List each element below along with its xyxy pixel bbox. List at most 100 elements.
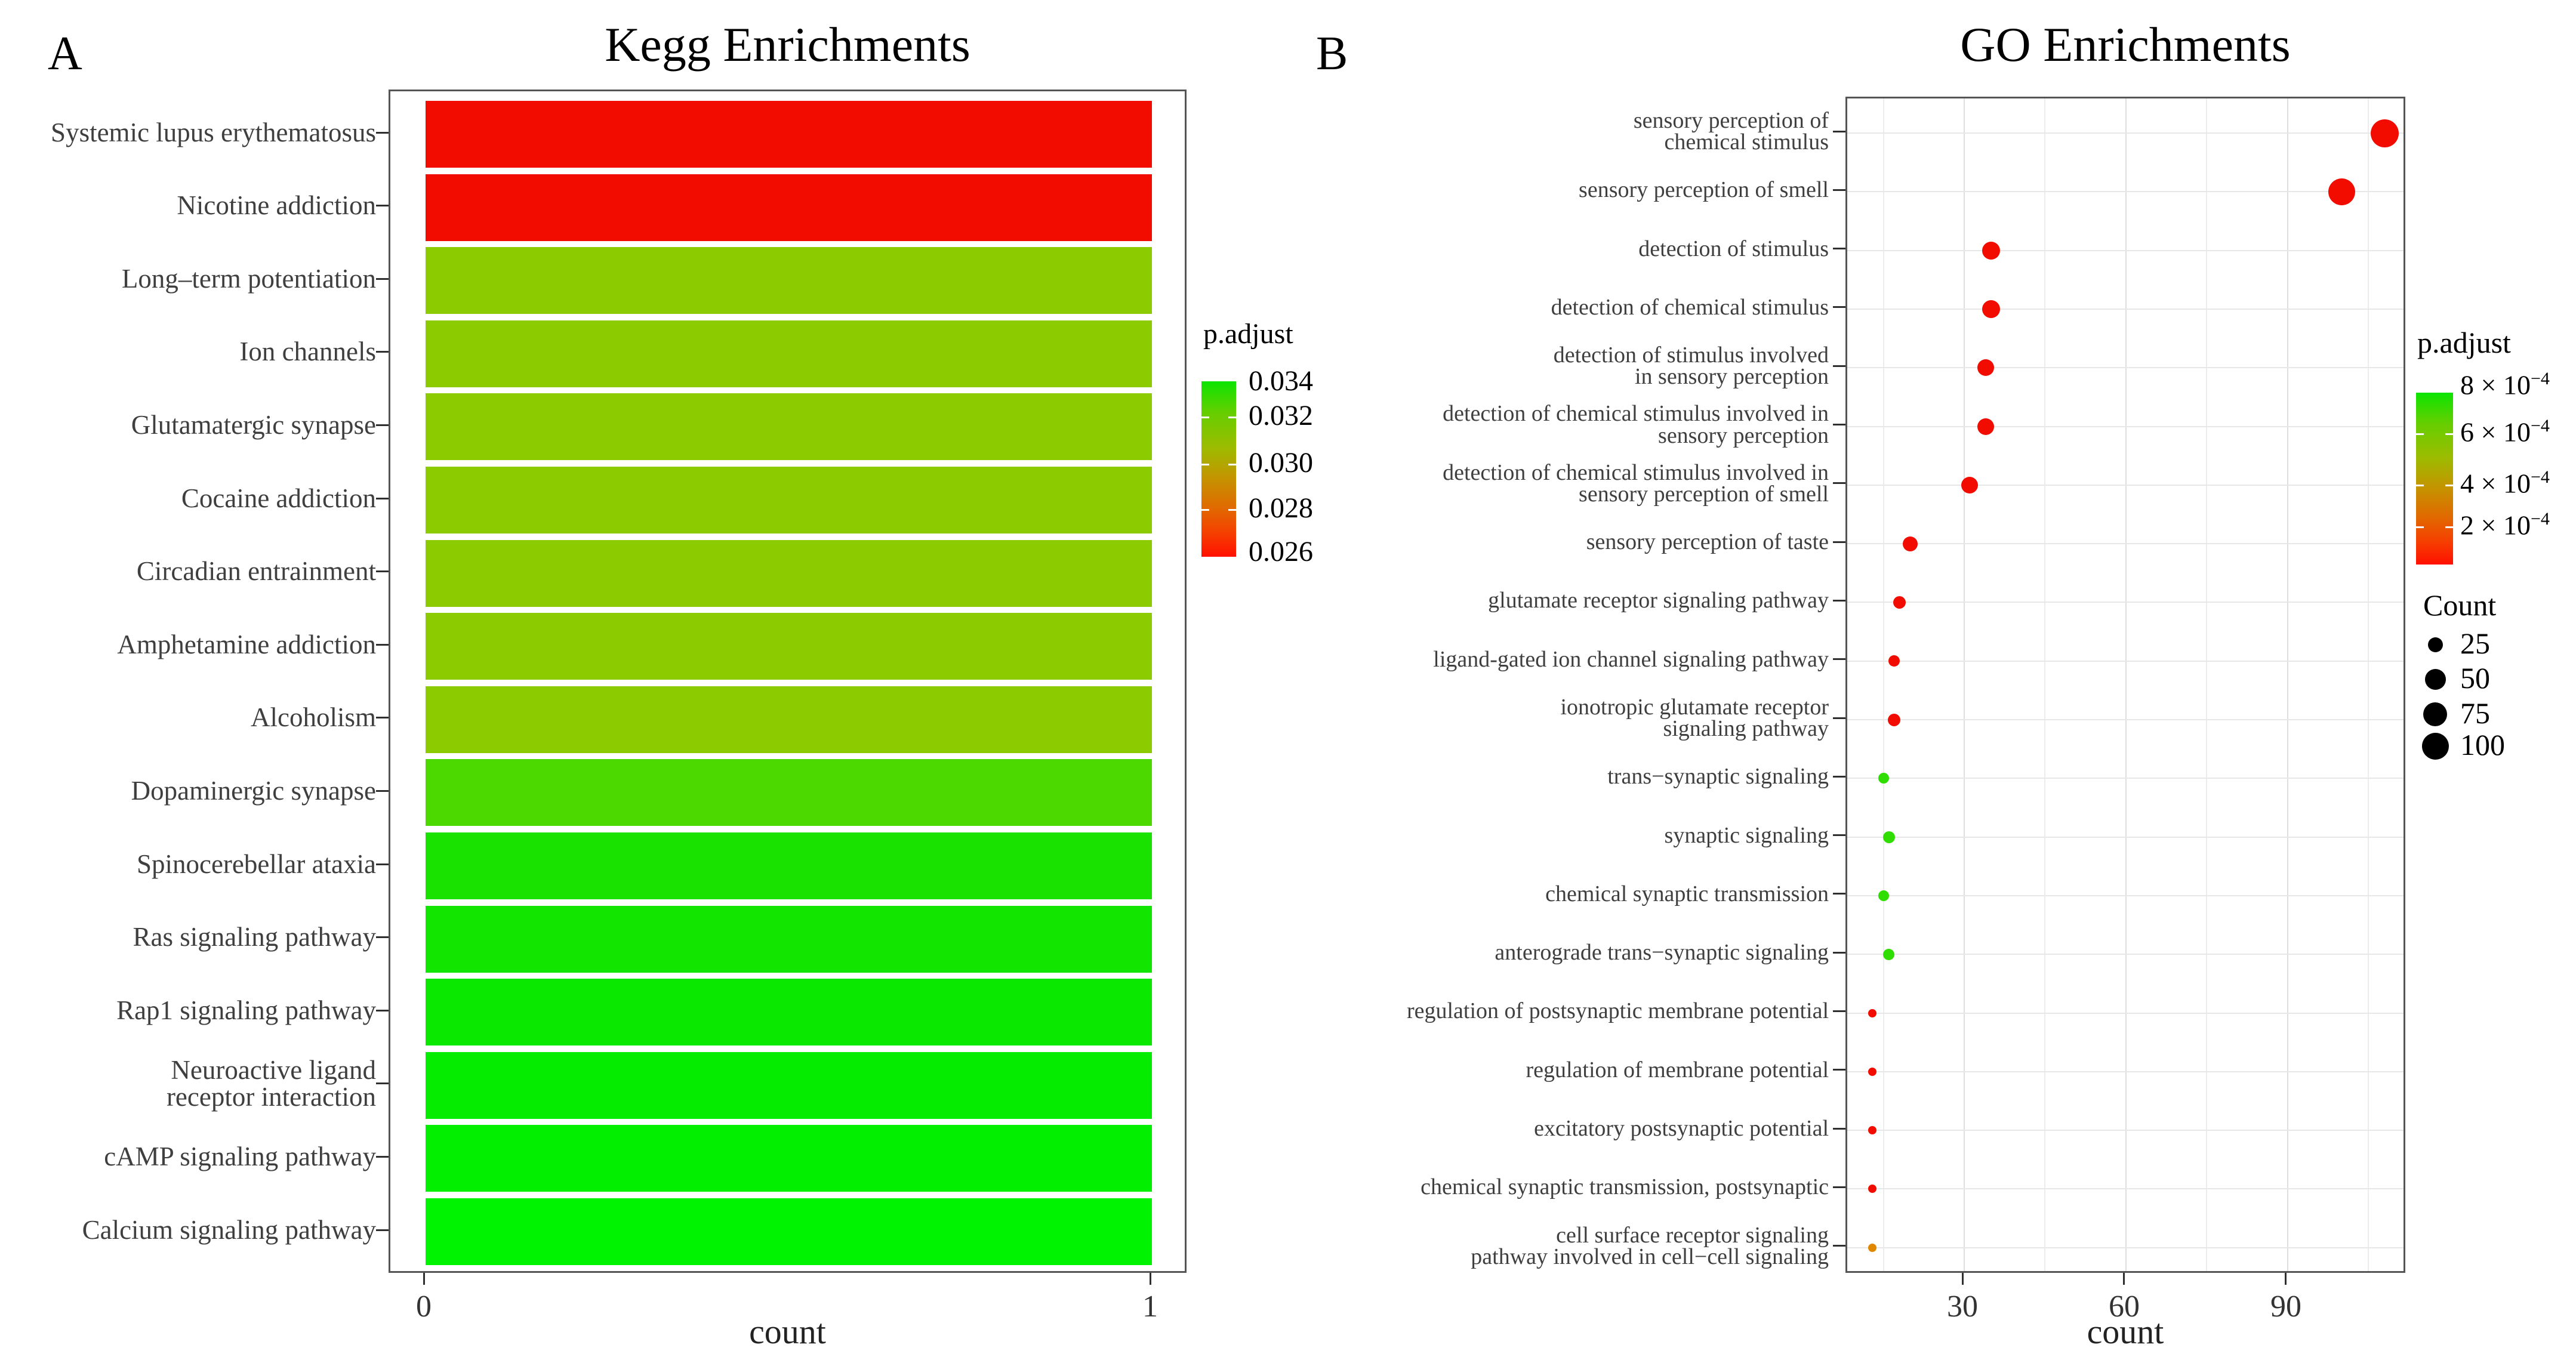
gridline-horizontal <box>1847 1012 2404 1014</box>
legend-tick-label: 0.028 <box>1249 492 1313 524</box>
gridline-vertical-minor <box>2044 98 2046 1271</box>
y-axis-tick <box>376 936 389 939</box>
y-axis-label: regulation of postsynaptic membrane pote… <box>1406 998 1829 1024</box>
x-axis-tick <box>1961 1273 1964 1285</box>
x-axis-tick-label: 30 <box>1947 1290 1978 1324</box>
legend-tick <box>2416 433 2424 435</box>
y-axis-label: sensory perception of taste <box>1586 529 1829 555</box>
legend-count-dot <box>2424 668 2446 690</box>
x-axis-tick <box>2123 1273 2125 1285</box>
y-axis-tick <box>1833 1010 1845 1012</box>
y-axis-label: detection of chemical stimulus involved … <box>1443 459 1829 507</box>
gridline-horizontal <box>1847 778 2404 779</box>
y-axis-tick <box>376 424 389 426</box>
x-axis-tick <box>1149 1273 1151 1285</box>
legend-count-dot <box>2427 637 2443 652</box>
y-axis-tick <box>376 1155 389 1158</box>
gridline-horizontal <box>1847 308 2404 310</box>
y-axis-label: regulation of membrane potential <box>1526 1057 1829 1082</box>
legend-a-gradient <box>1201 381 1236 557</box>
data-point <box>1868 1009 1877 1017</box>
y-axis-tick <box>1833 365 1845 367</box>
panel-b-x-axis-title: count <box>2087 1312 2164 1351</box>
gridline-horizontal <box>1847 895 2404 896</box>
legend-tick <box>1201 509 1209 511</box>
y-axis-tick <box>376 1229 389 1231</box>
gridline-vertical-minor <box>2368 98 2369 1271</box>
gridline-horizontal <box>1847 1071 2404 1072</box>
y-axis-label: Alcoholism <box>251 702 376 733</box>
y-axis-tick <box>1833 1127 1845 1130</box>
y-axis-label: Dopaminergic synapse <box>131 775 376 806</box>
legend-tick-label: 0.032 <box>1249 400 1313 431</box>
gridline-horizontal <box>1847 1130 2404 1131</box>
gridline-horizontal <box>1847 484 2404 486</box>
legend-tick <box>2445 485 2453 486</box>
data-point <box>1961 476 1979 494</box>
x-axis-tick-label: 1 <box>1142 1290 1158 1324</box>
data-point <box>2371 119 2399 147</box>
bar <box>426 832 1152 899</box>
legend-tick-label: 8 × 10−4 <box>2460 369 2550 400</box>
legend-tick <box>1228 464 1236 465</box>
legend-tick <box>2416 526 2424 528</box>
data-point <box>1882 831 1895 843</box>
legend-tick-label: 0.030 <box>1249 447 1313 479</box>
data-point <box>1878 890 1889 901</box>
gridline-horizontal <box>1847 132 2404 134</box>
data-point <box>1878 773 1889 784</box>
y-axis-tick <box>1833 951 1845 954</box>
y-axis-tick <box>376 570 389 573</box>
x-axis-tick-label: 0 <box>416 1290 432 1324</box>
data-point <box>1888 655 1900 667</box>
gridline-horizontal <box>1847 249 2404 251</box>
y-axis-label: Calcium signaling pathway <box>82 1214 376 1245</box>
y-axis-tick <box>376 131 389 134</box>
y-axis-tick <box>376 789 389 792</box>
legend-tick <box>2416 485 2424 486</box>
y-axis-label: Circadian entrainment <box>136 556 376 587</box>
y-axis-label: cAMP signaling pathway <box>104 1141 376 1171</box>
gridline-vertical-major <box>2125 98 2127 1271</box>
legend-tick <box>2445 433 2453 435</box>
bar <box>426 539 1152 607</box>
data-point <box>1977 359 1995 377</box>
legend-tick <box>1201 417 1209 418</box>
y-axis-label: trans−synaptic signaling <box>1607 764 1829 789</box>
data-point <box>1868 1067 1877 1076</box>
x-axis-tick <box>2285 1273 2287 1285</box>
gridline-horizontal <box>1847 367 2404 369</box>
y-axis-label: detection of stimulus <box>1638 236 1829 261</box>
y-axis-label: sensory perception of chemical stimulus <box>1633 107 1829 155</box>
legend-count-label: 25 <box>2460 627 2490 660</box>
bar <box>426 905 1152 973</box>
y-axis-tick <box>376 643 389 646</box>
y-axis-label: ligand-gated ion channel signaling pathw… <box>1433 646 1829 672</box>
bar <box>426 759 1152 826</box>
y-axis-tick <box>1833 1245 1845 1247</box>
y-axis-label: synaptic signaling <box>1664 822 1829 848</box>
data-point <box>1883 948 1895 960</box>
bar <box>426 1125 1152 1192</box>
gridline-horizontal <box>1847 1247 2404 1248</box>
y-axis-tick <box>1833 424 1845 425</box>
y-axis-label: chemical synaptic transmission <box>1545 881 1829 906</box>
y-axis-tick <box>376 1009 389 1011</box>
y-axis-tick <box>1833 599 1845 602</box>
y-axis-label: Glutamatergic synapse <box>131 409 376 440</box>
data-point <box>1868 1185 1877 1193</box>
legend-tick-label: 6 × 10−4 <box>2460 416 2550 448</box>
gridline-vertical-minor <box>2206 98 2208 1271</box>
legend-b-gradient <box>2416 393 2453 565</box>
y-axis-tick <box>376 351 389 353</box>
y-axis-tick <box>1833 541 1845 543</box>
bar <box>426 1198 1152 1265</box>
y-axis-tick <box>376 277 389 280</box>
data-point <box>1868 1126 1877 1135</box>
gridline-horizontal <box>1847 425 2404 427</box>
legend-count-label: 100 <box>2460 728 2505 761</box>
y-axis-label: detection of stimulus involved in sensor… <box>1553 343 1829 390</box>
panel-a-x-axis-title: count <box>749 1312 826 1351</box>
gridline-horizontal <box>1847 660 2404 662</box>
y-axis-tick <box>1833 775 1845 778</box>
